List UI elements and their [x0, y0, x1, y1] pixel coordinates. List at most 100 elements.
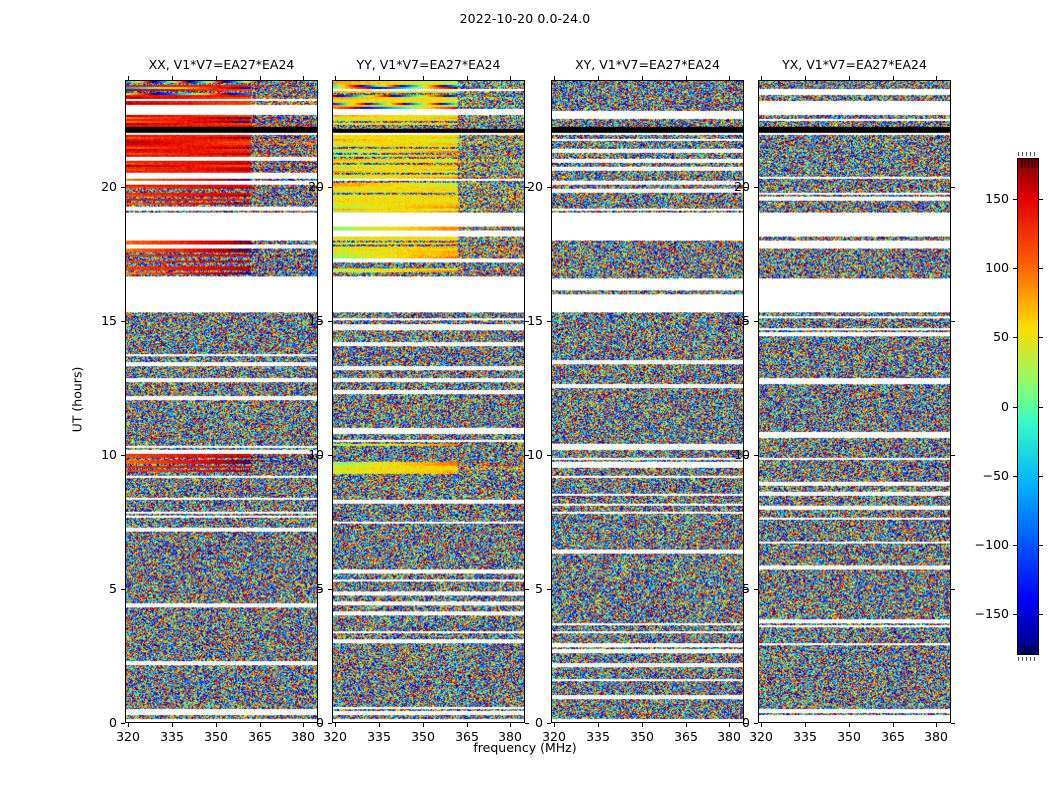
y-tick-right: [525, 455, 529, 456]
x-tick: [729, 723, 730, 727]
colorbar-tick-right: [1039, 476, 1043, 477]
x-tick-top: [893, 76, 894, 80]
y-tick: [328, 187, 332, 188]
x-axis-title: frequency (MHz): [473, 740, 577, 755]
y-tick-right: [744, 321, 748, 322]
y-tick-right: [318, 321, 322, 322]
y-tick: [754, 187, 758, 188]
x-tick: [936, 723, 937, 727]
y-tick-label: 5: [742, 581, 750, 596]
colorbar-extend-top: [1018, 152, 1038, 156]
y-tick-label: 0: [535, 715, 543, 730]
x-tick-label: 335: [367, 729, 391, 744]
x-tick-top: [642, 76, 643, 80]
x-tick: [849, 723, 850, 727]
y-tick-right: [525, 723, 529, 724]
y-tick: [328, 589, 332, 590]
y-tick: [754, 723, 758, 724]
y-tick-label: 10: [527, 447, 543, 462]
x-tick-label: 320: [542, 729, 566, 744]
y-tick-right: [318, 723, 322, 724]
x-tick: [686, 723, 687, 727]
x-tick: [260, 723, 261, 727]
x-tick-top: [216, 76, 217, 80]
x-tick-label: 335: [586, 729, 610, 744]
heatmap-panel-xx[interactable]: [125, 80, 318, 723]
colorbar-tick: [1013, 199, 1017, 200]
colorbar-tick-label: 50: [993, 329, 1009, 344]
y-tick-label: 15: [734, 313, 750, 328]
x-tick-label: 365: [248, 729, 272, 744]
x-tick-label: 380: [291, 729, 315, 744]
x-tick: [805, 723, 806, 727]
y-tick-label: 5: [109, 581, 117, 596]
y-tick-label: 20: [101, 179, 117, 194]
panel-title-yx: YX, V1*V7=EA27*EA24: [782, 57, 927, 72]
y-tick-label: 0: [742, 715, 750, 730]
x-tick-label: 335: [160, 729, 184, 744]
colorbar-tick-right: [1039, 407, 1043, 408]
y-tick-right: [744, 455, 748, 456]
x-tick-label: 350: [630, 729, 654, 744]
y-tick-right: [744, 723, 748, 724]
y-tick: [547, 187, 551, 188]
x-tick-label: 380: [717, 729, 741, 744]
y-tick: [547, 589, 551, 590]
x-tick: [893, 723, 894, 727]
colorbar-tick-label: −100: [974, 537, 1009, 552]
y-tick-right: [525, 589, 529, 590]
heatmap-panel-yy[interactable]: [332, 80, 525, 723]
x-tick-top: [128, 76, 129, 80]
y-tick-label: 20: [734, 179, 750, 194]
x-tick-label: 350: [411, 729, 435, 744]
y-tick: [754, 455, 758, 456]
colorbar-tick-right: [1039, 614, 1043, 615]
x-tick-top: [936, 76, 937, 80]
x-tick: [642, 723, 643, 727]
y-tick-label: 20: [527, 179, 543, 194]
x-tick-label: 365: [674, 729, 698, 744]
figure-suptitle: 2022-10-20 0.0-24.0: [459, 11, 591, 26]
y-tick-right: [951, 723, 955, 724]
y-tick: [547, 723, 551, 724]
heatmap-panel-xy[interactable]: [551, 80, 744, 723]
x-tick-top: [303, 76, 304, 80]
colorbar-tick-right: [1039, 545, 1043, 546]
heatmap-image-yy: [333, 81, 524, 722]
y-tick-right: [525, 321, 529, 322]
y-tick-label: 5: [535, 581, 543, 596]
y-tick-label: 15: [101, 313, 117, 328]
y-tick-right: [951, 455, 955, 456]
x-tick-top: [805, 76, 806, 80]
y-tick: [328, 723, 332, 724]
y-tick-label: 5: [316, 581, 324, 596]
x-tick-top: [423, 76, 424, 80]
y-tick: [121, 455, 125, 456]
panel-title-xy: XY, V1*V7=EA27*EA24: [575, 57, 720, 72]
colorbar-tick-right: [1039, 337, 1043, 338]
x-tick: [216, 723, 217, 727]
x-tick: [761, 723, 762, 727]
x-tick: [598, 723, 599, 727]
heatmap-image-yx: [759, 81, 950, 722]
x-tick-top: [172, 76, 173, 80]
y-tick-label: 10: [308, 447, 324, 462]
y-tick: [328, 455, 332, 456]
colorbar[interactable]: [1017, 158, 1039, 655]
x-tick-top: [849, 76, 850, 80]
y-tick-right: [318, 187, 322, 188]
colorbar-tick-label: 150: [985, 191, 1009, 206]
colorbar-tick: [1013, 614, 1017, 615]
x-tick-top: [510, 76, 511, 80]
x-tick-top: [761, 76, 762, 80]
x-tick-label: 380: [924, 729, 948, 744]
x-tick-label: 365: [881, 729, 905, 744]
y-tick: [547, 455, 551, 456]
x-tick-top: [554, 76, 555, 80]
colorbar-tick: [1013, 476, 1017, 477]
heatmap-panel-yx[interactable]: [758, 80, 951, 723]
panel-title-xx: XX, V1*V7=EA27*EA24: [148, 57, 295, 72]
x-tick-label: 350: [837, 729, 861, 744]
x-tick-top: [598, 76, 599, 80]
